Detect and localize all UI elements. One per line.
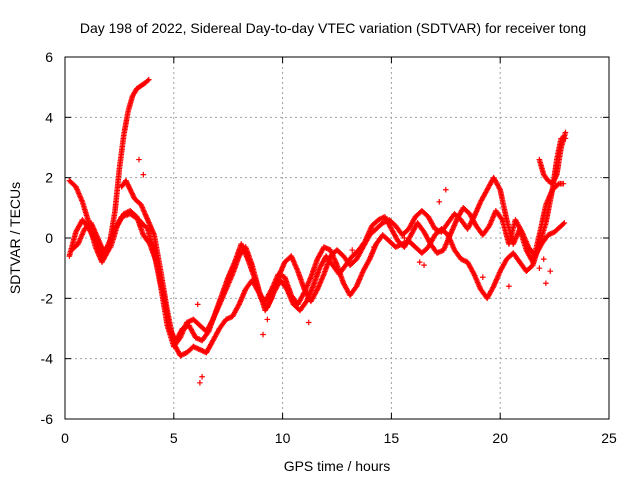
x-tick-label: 5 [170, 430, 178, 446]
data-point [197, 380, 203, 386]
data-point [560, 221, 567, 227]
data-point [555, 181, 561, 188]
data-point [349, 247, 356, 253]
series-trace-d [68, 205, 568, 344]
data-point [421, 262, 427, 268]
ticks-layer: 0 5 10 15 20 25 -6 -4 -2 0 2 4 6 [41, 49, 617, 446]
y-tick-label: 6 [45, 49, 53, 65]
y-tick-label: 2 [45, 170, 53, 186]
data-point [305, 319, 312, 326]
data-point [416, 259, 423, 265]
y-tick-label: -4 [41, 351, 54, 367]
series-trace-e [536, 129, 569, 187]
data-point [194, 301, 201, 308]
points-layer [66, 76, 569, 386]
data-point [199, 373, 205, 380]
data-point [260, 331, 266, 338]
y-axis-label: SDTVAR / TECUs [7, 182, 23, 294]
data-point [144, 77, 151, 84]
data-point [145, 76, 152, 83]
data-point [136, 156, 142, 163]
data-point [140, 171, 147, 178]
x-tick-label: 25 [601, 430, 617, 446]
y-tick-label: -6 [41, 411, 54, 427]
data-point [547, 268, 554, 274]
data-point [264, 316, 271, 323]
x-tick-label: 15 [384, 430, 400, 446]
data-point [443, 186, 449, 193]
data-point [562, 129, 569, 136]
series-trace-b [66, 76, 152, 265]
data-point [561, 220, 568, 226]
x-tick-label: 0 [61, 430, 69, 446]
data-point [401, 235, 408, 241]
x-tick-label: 10 [275, 430, 291, 446]
data-point [436, 199, 443, 205]
data-point [536, 265, 543, 271]
y-tick-label: -2 [41, 290, 54, 306]
x-axis-label: GPS time / hours [284, 458, 391, 474]
y-tick-label: 4 [45, 109, 53, 125]
data-point [506, 283, 512, 290]
data-point [560, 180, 567, 187]
chart-title: Day 198 of 2022, Sidereal Day-to-day VTE… [80, 20, 586, 36]
y-tick-label: 0 [45, 230, 53, 246]
data-point [371, 244, 377, 250]
data-point [479, 274, 486, 281]
series-outliers [136, 156, 554, 386]
data-point [540, 256, 547, 262]
data-point [543, 280, 549, 287]
x-tick-label: 20 [492, 430, 508, 446]
